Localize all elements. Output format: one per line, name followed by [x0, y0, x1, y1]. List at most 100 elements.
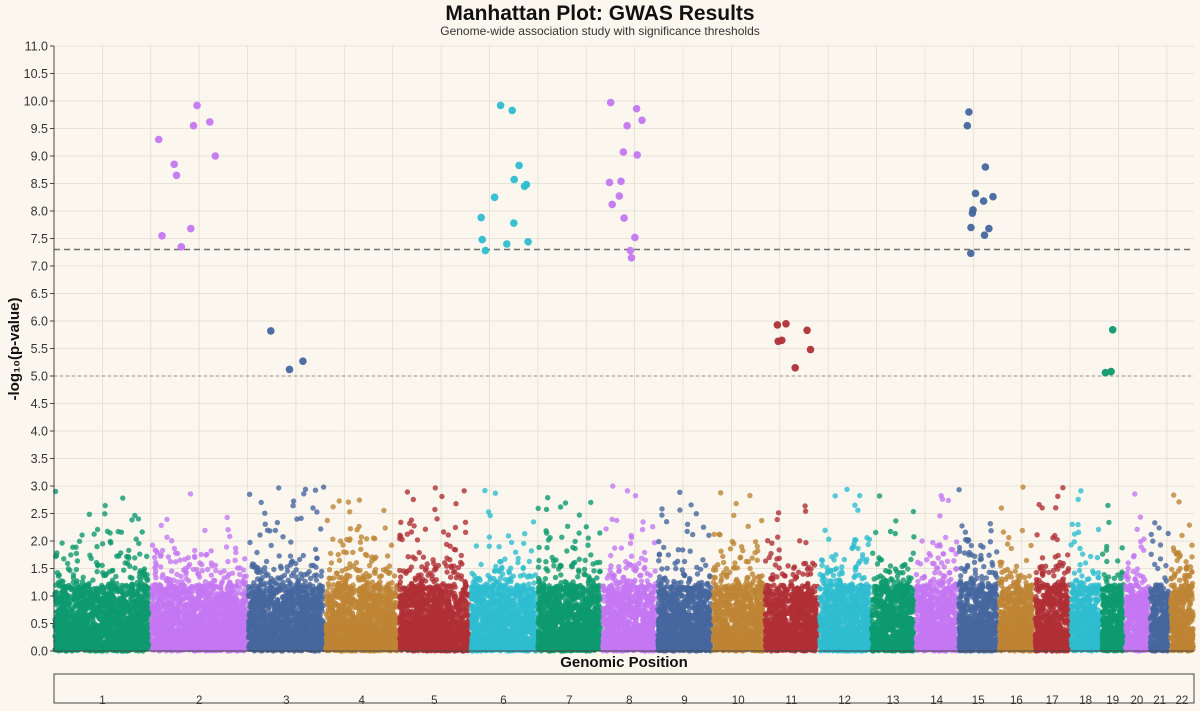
data-point	[79, 532, 85, 538]
data-point	[196, 598, 202, 604]
data-point	[302, 578, 308, 585]
data-point	[118, 550, 124, 556]
data-point	[302, 608, 308, 615]
data-point	[133, 616, 139, 622]
data-point	[263, 572, 269, 579]
data-point	[203, 631, 209, 638]
data-point	[112, 606, 118, 612]
data-point	[58, 594, 64, 601]
data-point	[130, 643, 136, 650]
data-point	[211, 647, 217, 653]
data-point	[94, 543, 100, 550]
data-point	[162, 624, 168, 630]
data-point	[260, 613, 266, 619]
data-point	[272, 621, 278, 627]
data-point	[150, 642, 157, 649]
data-point	[225, 558, 231, 565]
chromosome-1-points	[52, 488, 153, 654]
data-point	[208, 548, 214, 554]
data-point	[315, 630, 322, 637]
data-point	[58, 629, 64, 636]
data-point	[220, 627, 226, 634]
data-point	[296, 556, 303, 563]
data-point	[111, 647, 117, 653]
chart-title: Manhattan Plot: GWAS Results	[445, 2, 754, 25]
data-point	[288, 539, 294, 545]
data-point	[319, 590, 325, 596]
chromosome-3-points	[245, 484, 327, 654]
data-point	[206, 647, 212, 653]
data-point	[82, 607, 89, 613]
data-point	[78, 615, 85, 621]
data-point	[266, 622, 272, 628]
data-point	[169, 568, 175, 574]
data-point	[247, 539, 253, 546]
data-point	[128, 612, 135, 619]
data-point	[311, 573, 318, 579]
data-point	[199, 568, 205, 574]
data-point	[106, 604, 112, 610]
data-point	[129, 620, 135, 627]
data-point	[63, 599, 69, 606]
data-point	[100, 620, 107, 627]
data-point	[144, 553, 150, 560]
data-point	[289, 602, 296, 609]
data-point	[74, 594, 80, 600]
data-point	[173, 587, 179, 593]
data-point	[208, 560, 215, 566]
data-point	[223, 544, 230, 550]
data-point	[193, 566, 200, 573]
data-point	[248, 621, 254, 627]
data-point	[90, 577, 96, 583]
data-point	[181, 567, 187, 573]
data-point	[218, 585, 224, 591]
data-point	[158, 564, 164, 570]
data-point	[108, 641, 115, 647]
data-point	[249, 583, 256, 590]
data-point	[59, 540, 65, 546]
data-point	[91, 623, 97, 629]
data-point	[140, 626, 146, 632]
data-point	[203, 609, 209, 615]
data-point	[128, 587, 135, 593]
data-point	[262, 521, 268, 527]
data-point	[227, 533, 233, 539]
data-point	[122, 603, 128, 609]
data-point	[318, 583, 324, 589]
data-point	[133, 626, 139, 632]
data-point	[153, 568, 159, 574]
data-point	[129, 575, 135, 581]
data-point	[183, 595, 189, 601]
data-point	[287, 553, 294, 559]
data-point	[113, 614, 120, 620]
data-point	[314, 509, 320, 515]
data-point	[197, 589, 203, 595]
data-point	[179, 609, 185, 615]
data-point	[185, 600, 192, 607]
background-points	[52, 483, 1196, 654]
data-point	[263, 558, 270, 565]
data-point	[271, 566, 277, 573]
data-point	[136, 596, 142, 602]
data-point	[96, 615, 102, 621]
data-point	[284, 564, 290, 570]
data-point	[105, 594, 111, 601]
data-point	[137, 551, 143, 557]
data-point	[249, 561, 256, 567]
data-point	[216, 597, 223, 603]
data-point	[242, 556, 248, 562]
data-point	[202, 527, 208, 534]
data-point	[141, 572, 148, 578]
data-point	[223, 633, 229, 640]
data-point	[102, 502, 108, 509]
data-point	[136, 540, 142, 547]
data-point	[214, 633, 221, 639]
data-point	[132, 555, 138, 561]
data-point	[141, 602, 148, 609]
data-point	[213, 616, 219, 622]
data-point	[126, 547, 132, 554]
data-point	[290, 503, 296, 509]
data-point	[75, 628, 81, 635]
chart-subtitle: Genome-wide association study with signi…	[440, 24, 760, 38]
data-point	[136, 570, 143, 576]
